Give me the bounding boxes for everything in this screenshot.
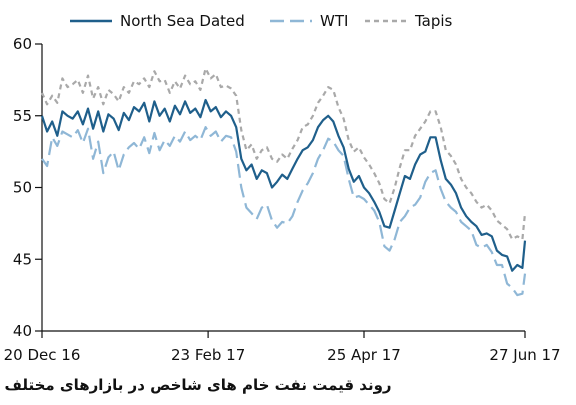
legend-label-north-sea-dated: North Sea Dated bbox=[120, 12, 245, 30]
y-tick-label: 45 bbox=[13, 250, 32, 268]
chart-caption: روند قیمت نفت خام های شاخص در بازارهای م… bbox=[4, 376, 391, 394]
x-axis-ticks: 20 Dec 16 23 Feb 17 25 Apr 17 27 Jun 17 bbox=[4, 331, 561, 364]
series-line-north-sea-dated bbox=[40, 98, 527, 272]
axes: 40 45 50 55 60 20 Dec 16 23 Feb 17 25 Apr 17 27… bbox=[4, 35, 561, 364]
x-tick-label: 27 Jun 17 bbox=[489, 346, 560, 364]
series-line-tapis bbox=[40, 67, 527, 241]
x-tick-label: 23 Feb 17 bbox=[171, 346, 245, 364]
y-tick-label: 60 bbox=[13, 35, 32, 53]
legend-label-wti: WTI bbox=[320, 12, 348, 30]
legend: North Sea Dated WTI Tapis bbox=[70, 12, 453, 30]
y-tick-label: 55 bbox=[13, 107, 32, 125]
y-tick-label: 40 bbox=[13, 322, 32, 340]
y-tick-label: 50 bbox=[13, 179, 32, 197]
x-tick-label: 20 Dec 16 bbox=[4, 346, 81, 364]
legend-label-tapis: Tapis bbox=[414, 12, 453, 30]
y-axis-ticks: 40 45 50 55 60 bbox=[13, 35, 42, 340]
x-tick-label: 25 Apr 17 bbox=[327, 346, 401, 364]
series-line-wti bbox=[41, 126, 527, 297]
series-layer bbox=[40, 67, 527, 297]
